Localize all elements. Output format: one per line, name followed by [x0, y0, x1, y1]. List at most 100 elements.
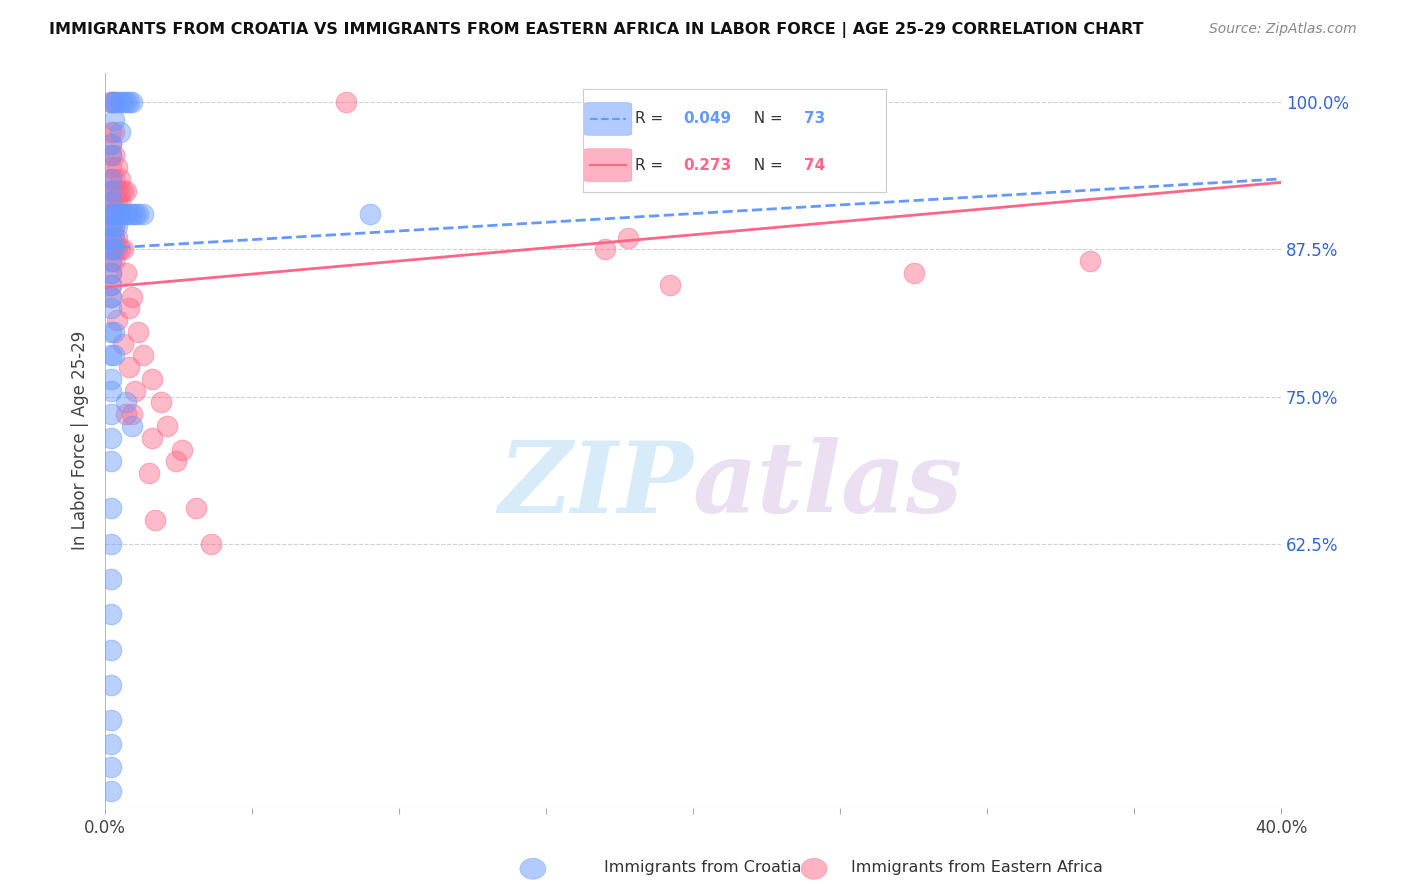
Point — [100, 219, 122, 233]
Point — [118, 95, 141, 110]
Point — [114, 407, 136, 421]
Point — [141, 372, 163, 386]
Point — [118, 360, 141, 375]
Point — [111, 336, 134, 351]
Point — [118, 207, 141, 221]
Point — [132, 207, 155, 221]
Point — [100, 537, 122, 551]
Point — [100, 231, 122, 245]
Point — [100, 713, 122, 727]
Point — [127, 325, 149, 339]
Point — [114, 184, 136, 198]
Point — [100, 501, 122, 516]
Point — [100, 243, 122, 257]
Point — [103, 113, 125, 128]
Point — [108, 125, 131, 139]
Point — [141, 431, 163, 445]
Point — [108, 195, 131, 210]
Point — [100, 184, 122, 198]
Point — [103, 231, 125, 245]
Point — [103, 195, 125, 210]
Point — [132, 348, 155, 362]
Point — [100, 136, 122, 151]
Point — [100, 195, 122, 210]
Point — [103, 148, 125, 162]
Point — [114, 266, 136, 280]
Point — [617, 231, 640, 245]
Point — [103, 243, 125, 257]
Point — [103, 231, 125, 245]
Point — [103, 207, 125, 221]
Point — [103, 184, 125, 198]
FancyBboxPatch shape — [583, 149, 631, 181]
Point — [111, 184, 134, 198]
Point — [108, 184, 131, 198]
Circle shape — [801, 858, 827, 880]
Point — [100, 172, 122, 186]
Text: R =: R = — [636, 112, 668, 127]
Point — [114, 395, 136, 409]
Point — [124, 384, 146, 398]
Point — [100, 207, 122, 221]
Point — [100, 172, 122, 186]
Point — [121, 95, 143, 110]
Point — [103, 325, 125, 339]
Point — [105, 184, 128, 198]
Point — [105, 243, 128, 257]
Text: 73: 73 — [804, 112, 825, 127]
Y-axis label: In Labor Force | Age 25-29: In Labor Force | Age 25-29 — [72, 331, 89, 550]
Point — [100, 760, 122, 774]
Point — [108, 172, 131, 186]
Point — [105, 95, 128, 110]
Point — [143, 513, 166, 527]
Text: 0.049: 0.049 — [683, 112, 731, 127]
Point — [121, 207, 143, 221]
Point — [100, 289, 122, 303]
Point — [903, 266, 925, 280]
Point — [103, 254, 125, 268]
Point — [100, 184, 122, 198]
Point — [124, 207, 146, 221]
Text: ZIP: ZIP — [498, 436, 693, 533]
Point — [100, 289, 122, 303]
Point — [165, 454, 187, 468]
Point — [100, 277, 122, 292]
Point — [100, 678, 122, 692]
Point — [100, 148, 122, 162]
Point — [186, 501, 208, 516]
Point — [138, 466, 160, 480]
Point — [100, 372, 122, 386]
Point — [100, 431, 122, 445]
Point — [105, 219, 128, 233]
Point — [103, 125, 125, 139]
Point — [108, 207, 131, 221]
Point — [335, 95, 357, 110]
Point — [100, 207, 122, 221]
Point — [111, 95, 134, 110]
Point — [103, 172, 125, 186]
Point — [200, 537, 222, 551]
Point — [118, 301, 141, 316]
Point — [105, 207, 128, 221]
Point — [100, 254, 122, 268]
Point — [100, 407, 122, 421]
Point — [103, 95, 125, 110]
Text: Immigrants from Eastern Africa: Immigrants from Eastern Africa — [851, 860, 1104, 874]
Point — [103, 219, 125, 233]
Point — [100, 266, 122, 280]
Point — [114, 207, 136, 221]
Point — [100, 325, 122, 339]
Point — [100, 607, 122, 622]
Text: R =: R = — [636, 158, 668, 173]
Point — [100, 572, 122, 586]
Point — [1078, 254, 1101, 268]
Point — [100, 219, 122, 233]
Point — [103, 95, 125, 110]
Point — [100, 160, 122, 174]
Point — [103, 348, 125, 362]
Text: atlas: atlas — [693, 436, 963, 533]
Point — [114, 95, 136, 110]
Point — [100, 784, 122, 798]
Point — [121, 419, 143, 434]
Text: Immigrants from Croatia: Immigrants from Croatia — [605, 860, 801, 874]
